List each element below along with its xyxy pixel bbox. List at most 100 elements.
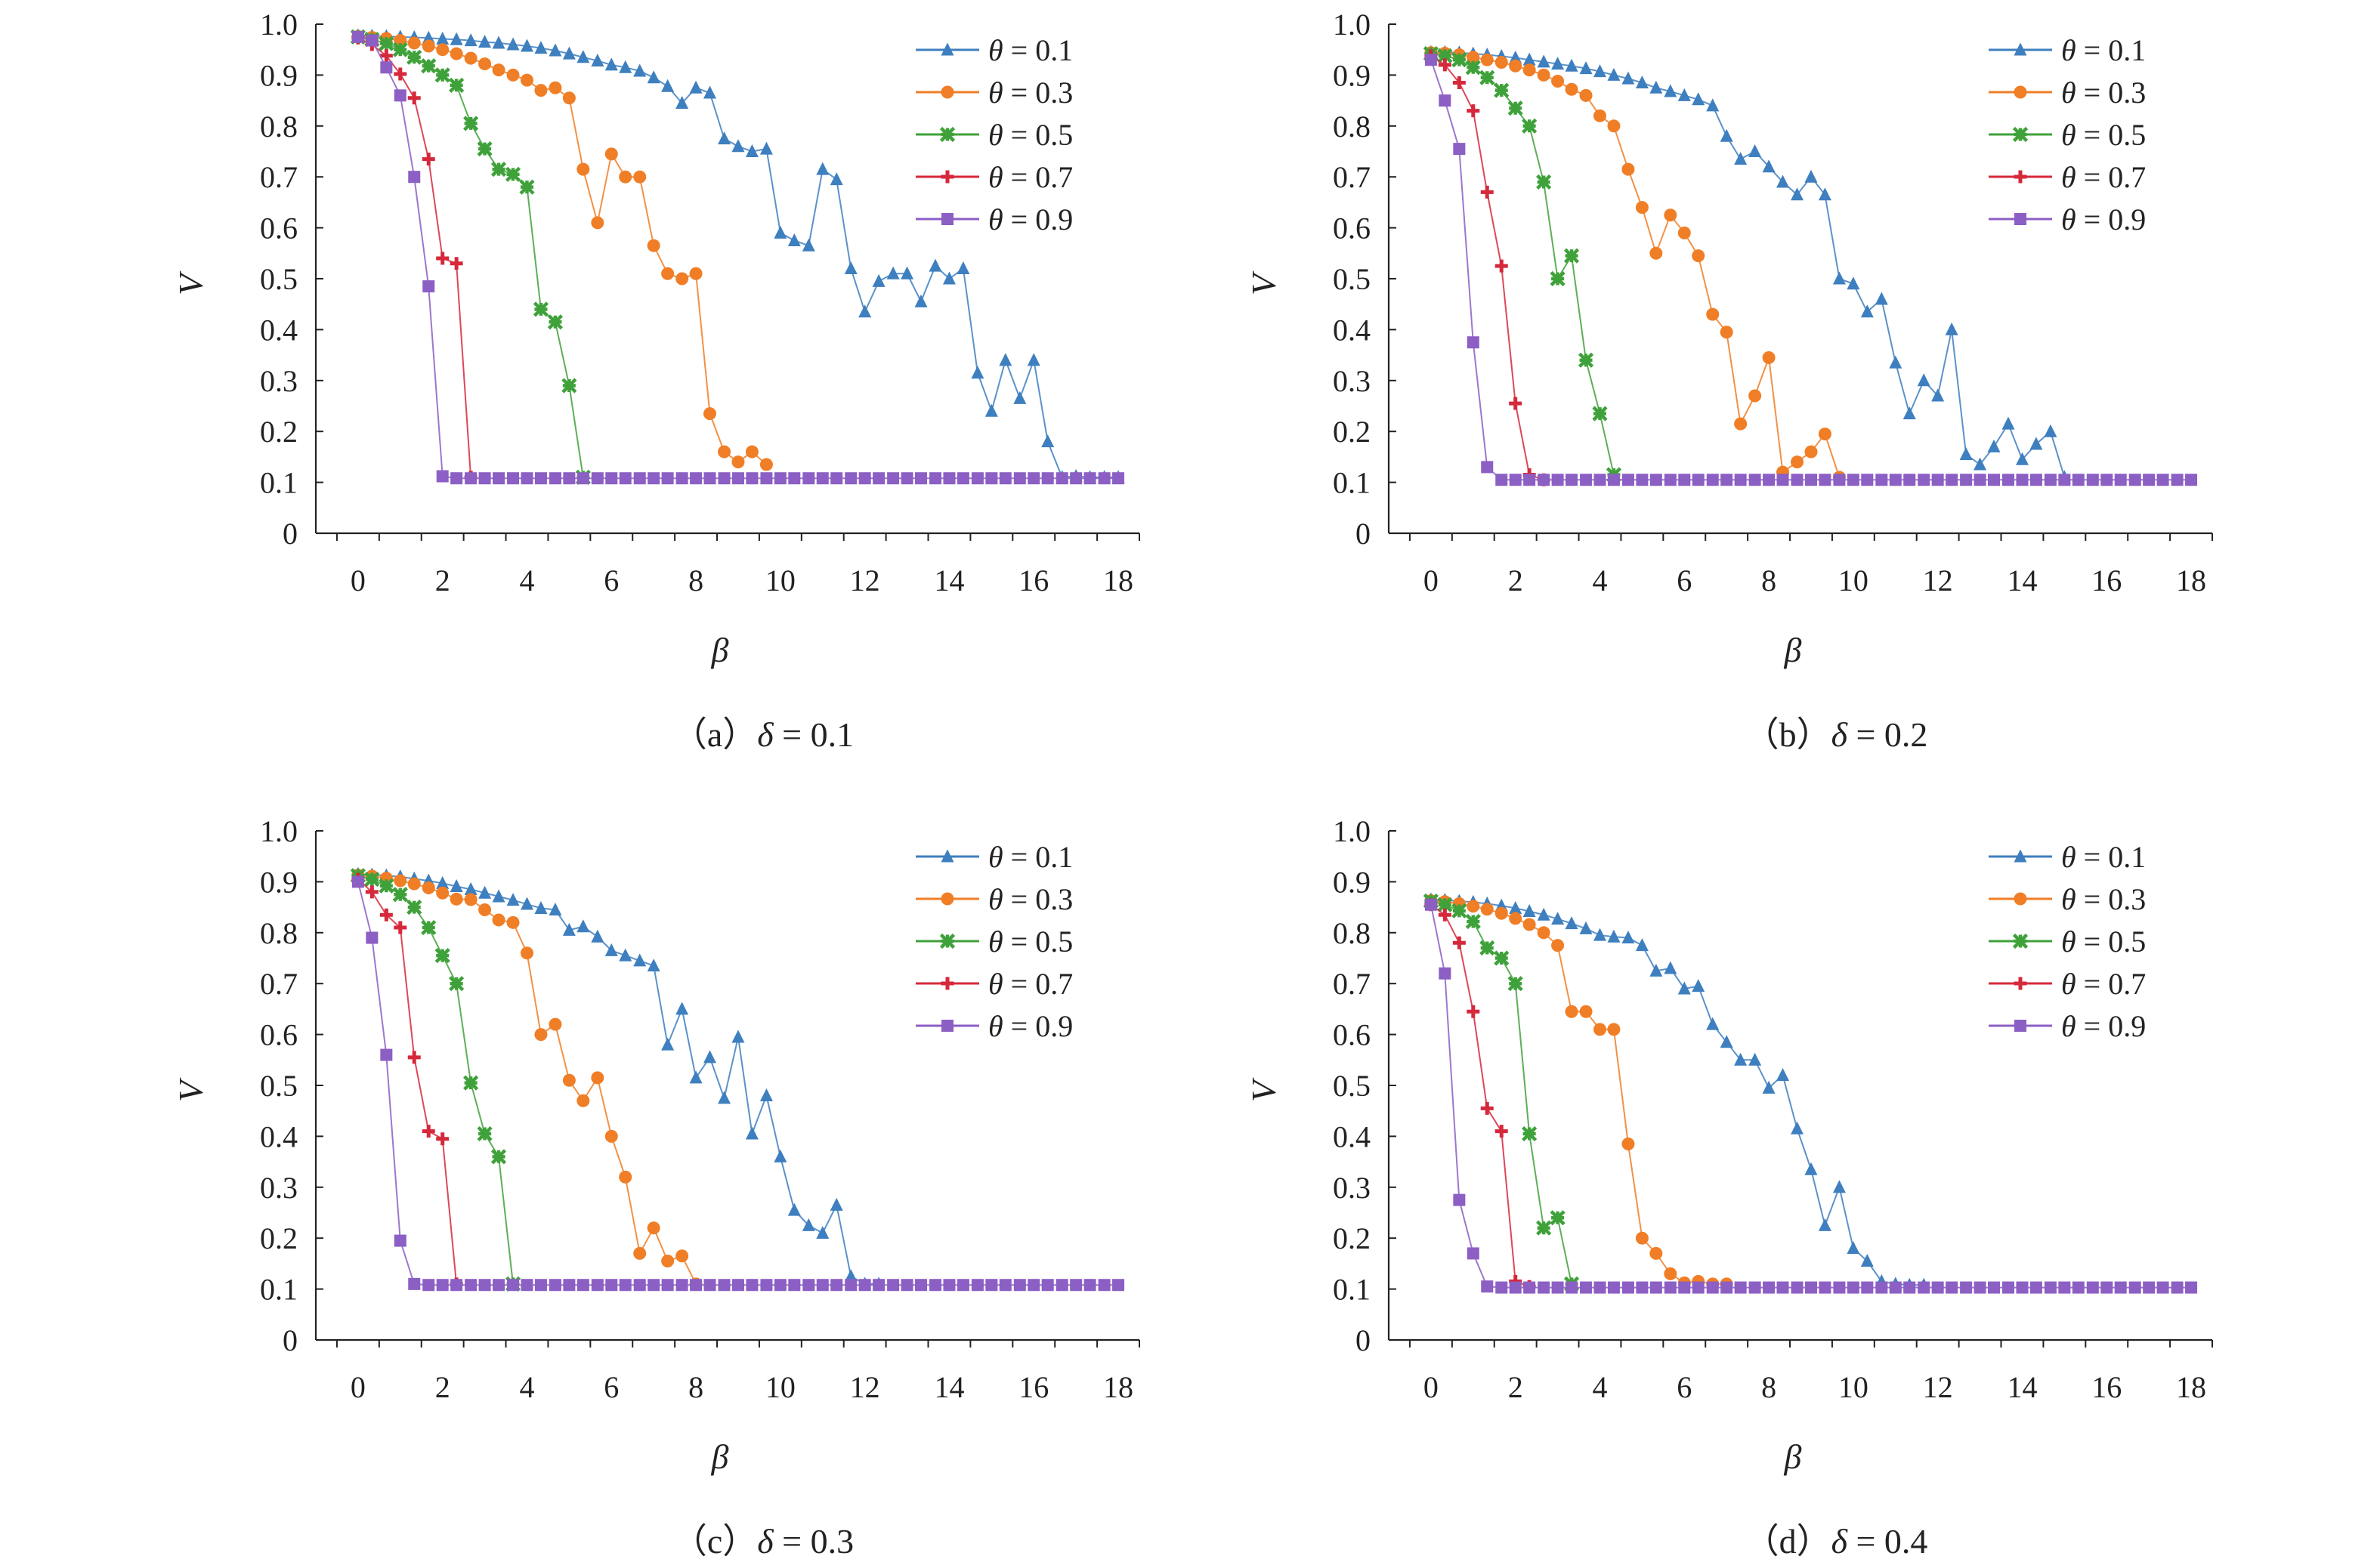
data-point: [591, 1279, 604, 1292]
x-tick-label: 0: [1423, 563, 1439, 597]
y-axis-label: V: [172, 1077, 210, 1102]
data-point: [1748, 1052, 1762, 1066]
series-line: [1430, 54, 1544, 481]
data-point: [1945, 322, 1958, 335]
series-5: [1424, 54, 2198, 486]
data-point: [407, 91, 421, 105]
data-point: [1861, 1281, 1874, 1294]
data-point: [463, 116, 479, 131]
data-point: [647, 239, 660, 252]
data-point: [408, 171, 421, 184]
data-point: [985, 1279, 998, 1292]
data-point: [520, 39, 533, 52]
data-point: [1452, 76, 1466, 90]
data-point: [971, 366, 984, 379]
data-point: [802, 472, 815, 485]
legend-label: θ = 0.9: [2061, 1009, 2146, 1043]
data-point: [1056, 472, 1068, 485]
data-point: [490, 161, 507, 178]
data-point: [490, 1149, 507, 1165]
data-point: [1649, 246, 1663, 260]
data-point: [464, 33, 478, 47]
data-point: [1931, 388, 1945, 402]
data-point: [1056, 1279, 1068, 1292]
legend-entry-3: θ = 0.5: [1989, 925, 2146, 959]
x-axis-label: β: [1784, 631, 1802, 669]
series-5: [351, 30, 1125, 485]
data-point: [561, 378, 577, 394]
data-point: [365, 885, 379, 899]
x-tick-label: 14: [2007, 1370, 2037, 1404]
data-point: [1580, 1281, 1593, 1294]
x-tick-label: 12: [1923, 1370, 1953, 1404]
legend-entry-4: θ = 0.7: [916, 160, 1073, 194]
data-point: [1720, 474, 1733, 486]
data-point: [1550, 270, 1566, 287]
data-point: [1902, 406, 1916, 420]
data-point: [1762, 350, 1776, 364]
data-point: [901, 1279, 913, 1292]
data-point: [520, 73, 533, 87]
data-point: [661, 79, 675, 92]
data-point: [1621, 162, 1635, 176]
data-point: [2143, 474, 2156, 486]
x-tick-label: 18: [1103, 1370, 1133, 1404]
y-tick-label: 0: [1355, 1323, 1371, 1357]
x-tick-label: 4: [1592, 563, 1607, 597]
data-point: [576, 1094, 590, 1107]
data-point: [521, 1279, 533, 1292]
series-5: [351, 875, 1125, 1292]
data-point: [1791, 1281, 1804, 1294]
legend-label: θ = 0.5: [988, 118, 1073, 152]
legend-entry-4: θ = 0.7: [1989, 967, 2146, 1001]
data-point: [1875, 1281, 1888, 1294]
data-point: [1860, 304, 1874, 318]
data-point: [464, 893, 478, 906]
x-axis-label: β: [711, 1437, 729, 1476]
x-tick-label: 0: [351, 563, 366, 597]
legend-marker: [941, 849, 954, 863]
data-point: [1621, 1138, 1635, 1151]
data-point: [999, 1279, 1012, 1292]
data-point: [759, 141, 773, 155]
data-point: [1593, 928, 1606, 941]
data-point: [802, 1218, 815, 1231]
data-point: [2100, 474, 2113, 486]
data-point: [745, 445, 759, 458]
data-point: [1847, 474, 1859, 486]
data-point: [788, 472, 801, 485]
x-tick-label: 4: [519, 1370, 534, 1404]
data-point: [1565, 82, 1578, 96]
data-point: [392, 887, 408, 903]
legend-marker: [941, 977, 954, 990]
data-point: [406, 49, 422, 65]
data-point: [675, 472, 688, 485]
data-point: [562, 46, 576, 60]
data-point: [604, 147, 618, 161]
data-point: [1438, 58, 1451, 72]
data-point: [1649, 80, 1663, 94]
data-point: [407, 877, 421, 891]
series-2: [1424, 46, 1846, 484]
data-point: [1424, 54, 1437, 66]
data-point: [1692, 474, 1705, 486]
data-point: [549, 902, 562, 915]
data-point: [2086, 1281, 2099, 1294]
data-point: [1494, 259, 1508, 273]
x-tick-label: 0: [351, 1370, 366, 1404]
legend-marker: [2014, 213, 2026, 225]
data-point: [1706, 1281, 1719, 1294]
data-point: [464, 882, 478, 896]
data-point: [422, 1125, 435, 1138]
data-point: [887, 1279, 900, 1292]
data-point: [394, 67, 407, 81]
data-point: [1621, 474, 1634, 486]
data-point: [1565, 58, 1578, 72]
data-point: [450, 892, 463, 906]
data-point: [675, 1249, 689, 1263]
data-point: [1734, 417, 1748, 431]
data-point: [914, 294, 928, 307]
legend-label: θ = 0.9: [2061, 202, 2146, 236]
legend-label: θ = 0.1: [988, 840, 1073, 874]
series-2: [1424, 894, 1733, 1291]
